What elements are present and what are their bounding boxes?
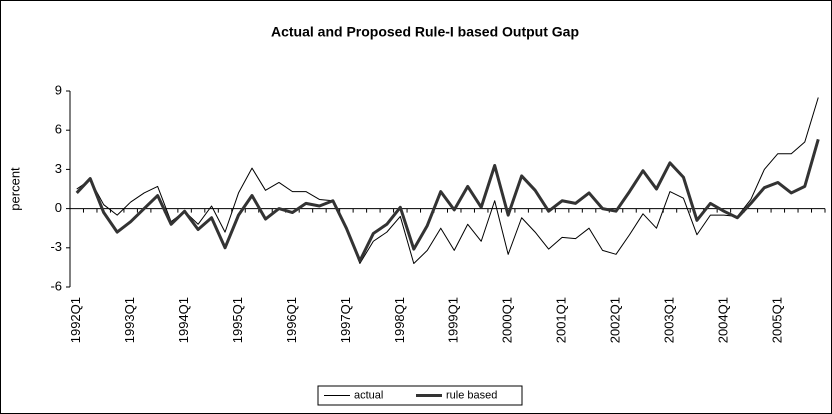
y-tick-label: -6	[50, 278, 62, 293]
y-tick-label: -3	[50, 239, 62, 254]
x-tick-label: 2001Q1	[554, 297, 569, 343]
x-tick-label: 1998Q1	[392, 297, 407, 343]
series-line	[75, 138, 820, 263]
x-tick-label: 2003Q1	[661, 297, 676, 343]
legend-label: actual	[354, 389, 383, 401]
y-axis-label: percent	[7, 167, 22, 211]
y-tick-label: 0	[55, 200, 62, 215]
x-tick-label: 1992Q1	[68, 297, 83, 343]
legend-label: rule based	[446, 389, 497, 401]
x-tick-label: 2004Q1	[715, 297, 730, 343]
y-tick-label: 3	[55, 161, 62, 176]
series-line	[76, 97, 819, 264]
x-tick-label: 1993Q1	[122, 297, 137, 343]
x-tick-label: 1994Q1	[176, 297, 191, 343]
x-tick-label: 1995Q1	[230, 297, 245, 343]
x-tick-label: 1997Q1	[338, 297, 353, 343]
x-tick-label: 1996Q1	[284, 297, 299, 343]
y-tick-label: 9	[55, 82, 62, 97]
x-tick-label: 1999Q1	[446, 297, 461, 343]
x-tick-label: 2000Q1	[500, 297, 515, 343]
x-tick-label: 2002Q1	[607, 297, 622, 343]
y-tick-label: 6	[55, 122, 62, 137]
chart-title: Actual and Proposed Rule-I based Output …	[271, 24, 579, 40]
x-tick-label: 2005Q1	[769, 297, 784, 343]
